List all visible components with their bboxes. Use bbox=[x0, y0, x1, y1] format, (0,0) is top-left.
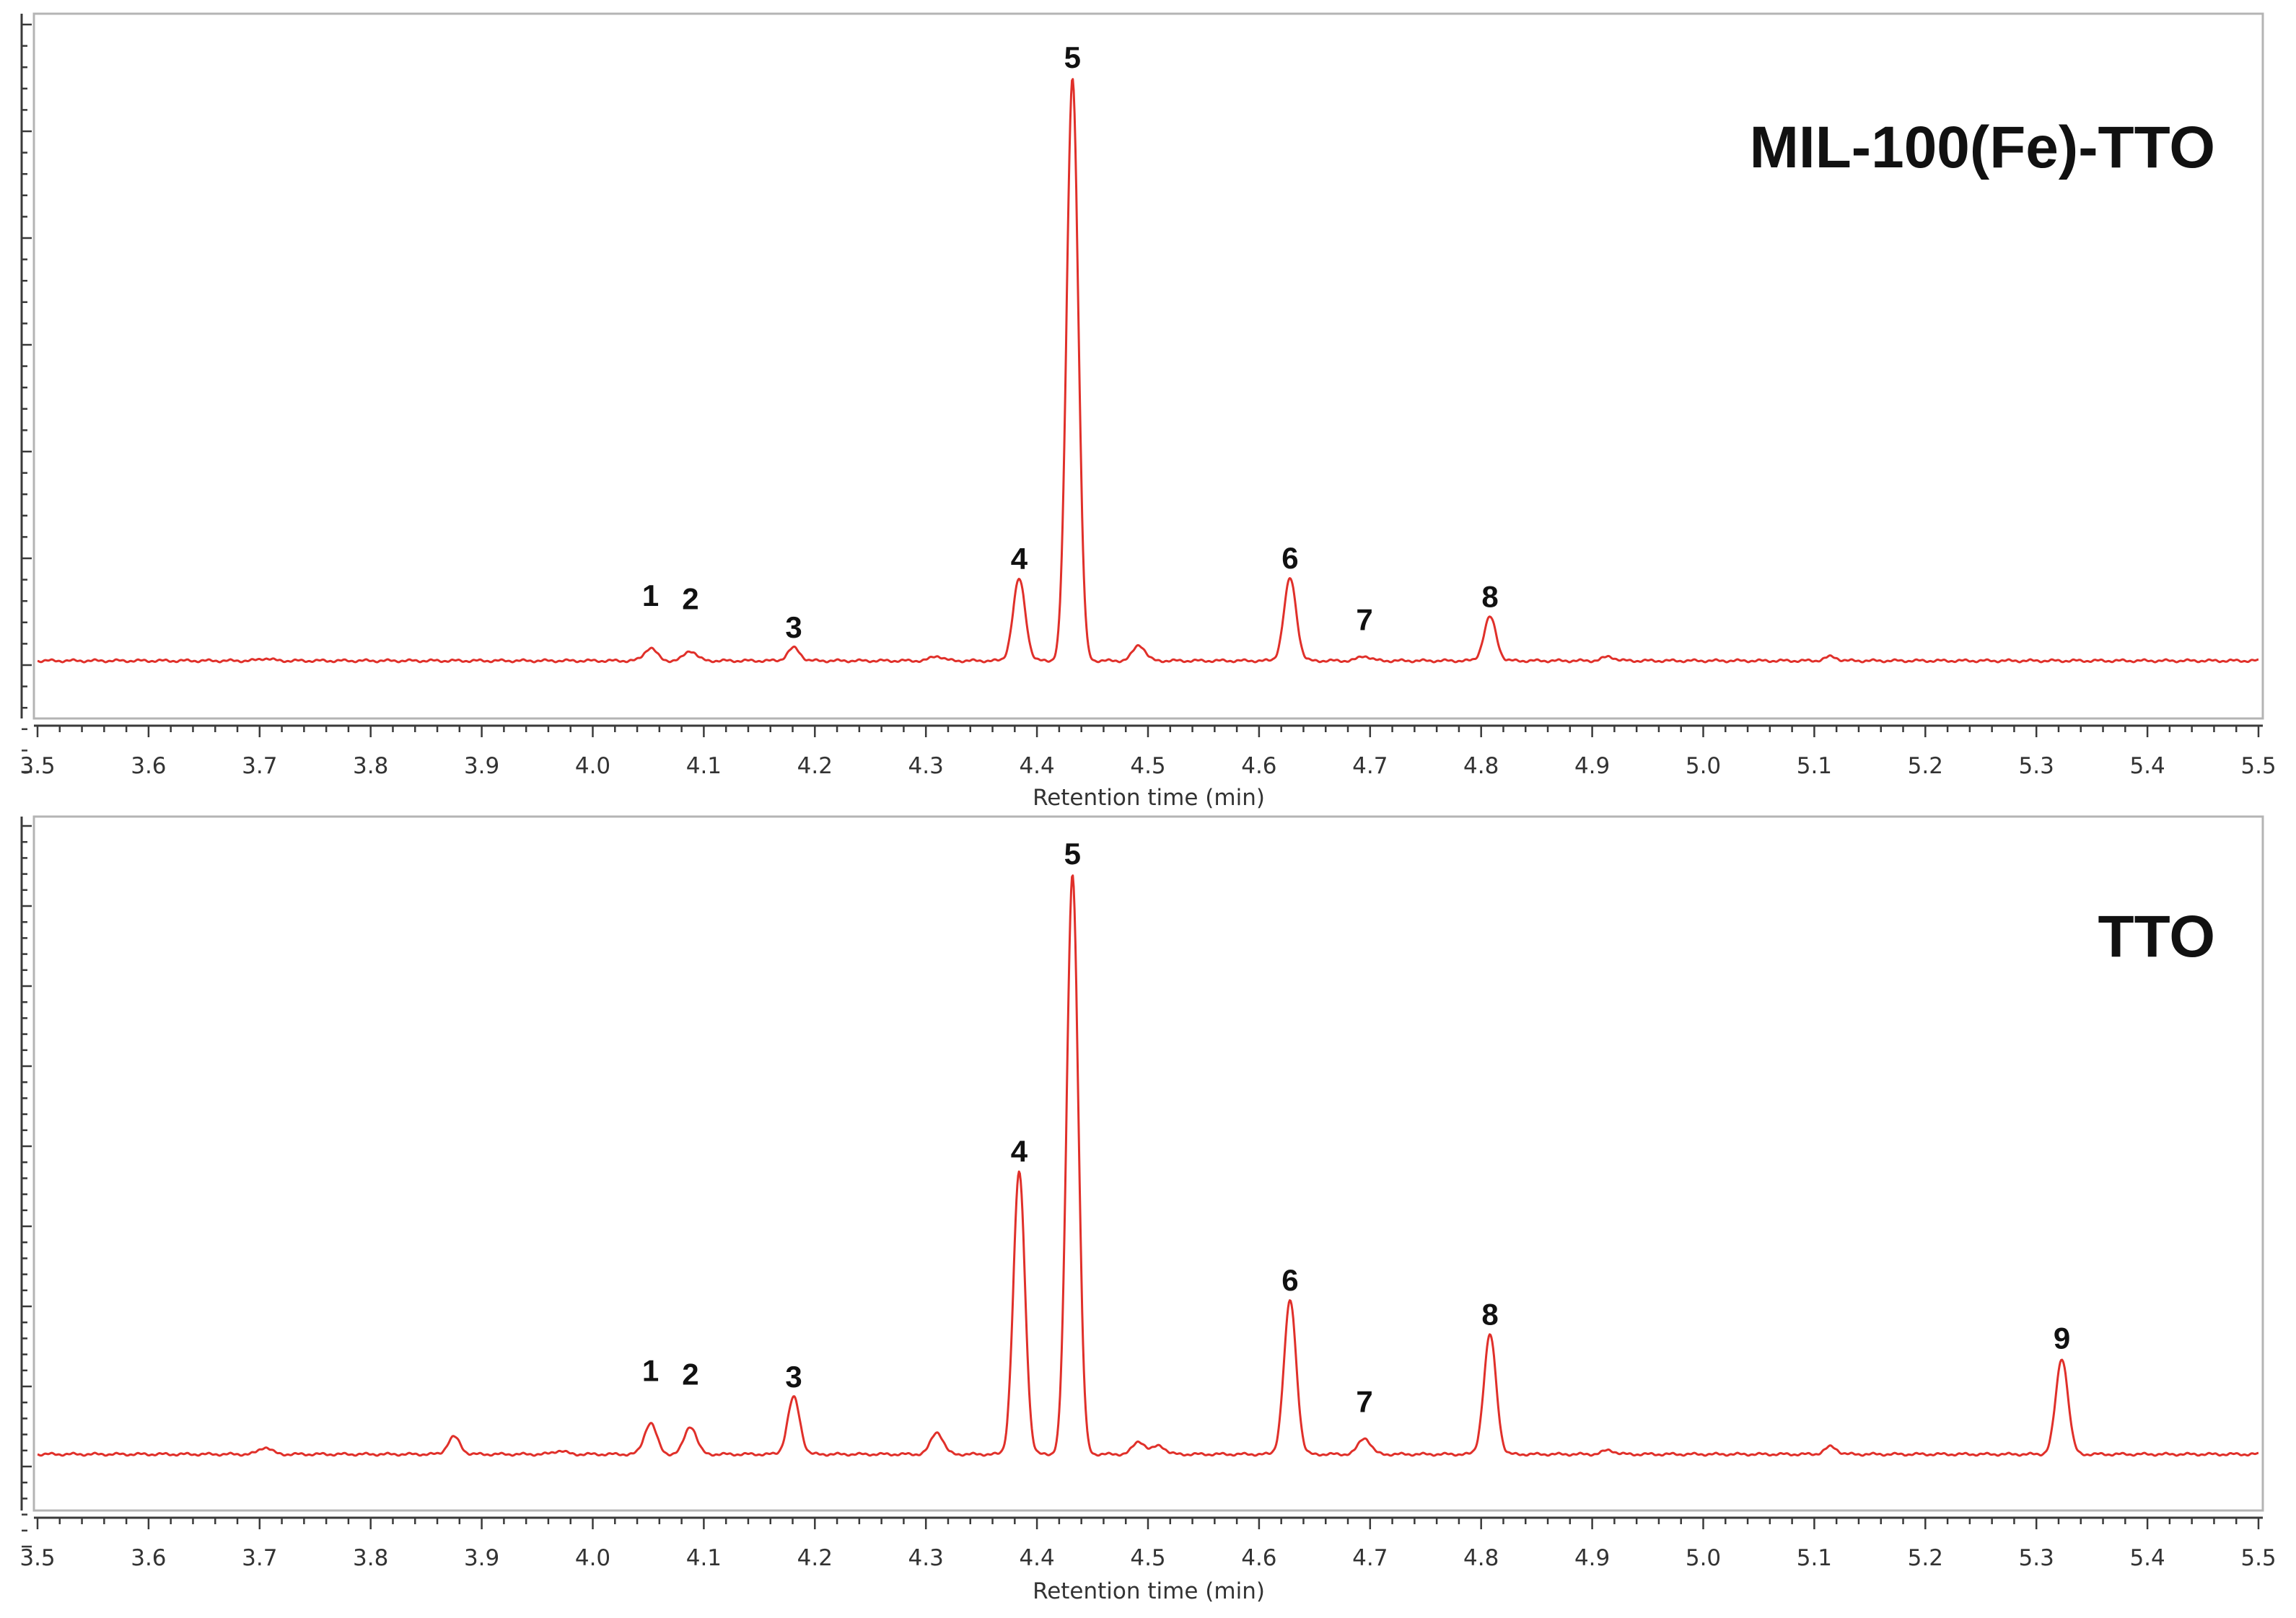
x-tick-label: 4.8 bbox=[1463, 753, 1499, 779]
plot-frame bbox=[32, 12, 2264, 720]
x-tick-label: 4.7 bbox=[1352, 1545, 1388, 1571]
peak-label-3: 3 bbox=[785, 610, 802, 644]
y-axis-ticks bbox=[22, 23, 32, 773]
x-tick-label: 5.4 bbox=[2129, 753, 2165, 779]
peak-label-8: 8 bbox=[1481, 579, 1498, 613]
x-axis-ticks bbox=[36, 726, 2260, 737]
x-tick-label: 3.9 bbox=[464, 1545, 499, 1571]
x-tick-label: 4.5 bbox=[1130, 1545, 1165, 1571]
x-tick-label: 3.6 bbox=[131, 753, 166, 779]
x-axis-ticks bbox=[36, 1518, 2260, 1529]
x-tick-label: 5.5 bbox=[2240, 1545, 2276, 1571]
x-tick-label: 3.5 bbox=[19, 753, 55, 779]
peak-label-6: 6 bbox=[1281, 1263, 1298, 1297]
x-tick-label: 4.9 bbox=[1574, 753, 1610, 779]
x-tick-label: 3.7 bbox=[242, 1545, 277, 1571]
x-tick-label: 5.1 bbox=[1797, 1545, 1832, 1571]
peak-label-2: 2 bbox=[682, 581, 698, 615]
x-tick-label: 4.0 bbox=[575, 753, 610, 779]
peak-label-4: 4 bbox=[1011, 1134, 1028, 1168]
x-tick-label: 4.0 bbox=[575, 1545, 610, 1571]
peak-label-4: 4 bbox=[1011, 542, 1028, 576]
x-tick-label: 4.3 bbox=[908, 753, 944, 779]
x-tick-label: 5.5 bbox=[2240, 753, 2276, 779]
x-tick-label: 4.7 bbox=[1352, 753, 1388, 779]
peak-label-7: 7 bbox=[1356, 603, 1372, 637]
x-tick-label: 5.2 bbox=[1908, 1545, 1943, 1571]
peak-label-2: 2 bbox=[682, 1357, 698, 1391]
x-tick-label: 4.1 bbox=[686, 753, 722, 779]
peak-label-1: 1 bbox=[642, 579, 659, 612]
x-tick-labels: 3.5 3.6 3.7 3.8 3.9 4.0 4.1 4.2 4.3 4.4 4.5 4.6 4.7 4… bbox=[19, 753, 2276, 779]
peak-labels: 1 2 3 4 5 6 7 8 bbox=[642, 40, 1499, 644]
x-tick-label: 4.8 bbox=[1463, 1545, 1499, 1571]
x-tick-label: 5.2 bbox=[1908, 753, 1943, 779]
x-tick-label: 4.4 bbox=[1019, 753, 1054, 779]
x-tick-label: 5.0 bbox=[1686, 753, 1721, 779]
peak-label-5: 5 bbox=[1064, 837, 1081, 871]
peak-label-3: 3 bbox=[785, 1360, 802, 1394]
x-tick-label: 3.8 bbox=[353, 1545, 388, 1571]
x-tick-label: 3.5 bbox=[19, 1545, 55, 1571]
x-tick-label: 5.1 bbox=[1797, 753, 1832, 779]
x-tick-label: 4.6 bbox=[1241, 1545, 1276, 1571]
peak-label-9: 9 bbox=[2054, 1321, 2070, 1355]
chromatogram-trace bbox=[37, 78, 2259, 664]
y-axis-ticks bbox=[22, 825, 32, 1548]
x-tick-label: 4.2 bbox=[797, 1545, 833, 1571]
x-tick-label: 3.6 bbox=[131, 1545, 166, 1571]
chromatogram-trace bbox=[37, 874, 2259, 1457]
x-tick-labels: 3.5 3.6 3.7 3.8 3.9 4.0 4.1 4.2 4.3 4.4 4.5 4.6 4.7 4… bbox=[19, 1545, 2276, 1571]
x-tick-label: 3.8 bbox=[353, 753, 388, 779]
x-tick-label: 4.9 bbox=[1574, 1545, 1610, 1571]
x-tick-label: 4.2 bbox=[797, 753, 833, 779]
peak-label-8: 8 bbox=[1481, 1297, 1498, 1331]
x-tick-label: 3.7 bbox=[242, 753, 277, 779]
x-tick-label: 5.4 bbox=[2129, 1545, 2165, 1571]
chart-panel-mil100-tto: 3.5 3.6 3.7 3.8 3.9 4.0 4.1 4.2 4.3 4.4 4.5 4.6 4.7 4… bbox=[19, 12, 2277, 811]
x-tick-label: 5.3 bbox=[2019, 1545, 2054, 1571]
peak-label-7: 7 bbox=[1356, 1384, 1372, 1418]
x-axis-label: Retention time (min) bbox=[1033, 785, 1265, 811]
plot-frame bbox=[32, 815, 2264, 1512]
x-tick-label: 4.3 bbox=[908, 1545, 944, 1571]
x-tick-label: 4.5 bbox=[1130, 753, 1165, 779]
panel-title: TTO bbox=[2098, 904, 2215, 970]
x-tick-label: 4.1 bbox=[686, 1545, 722, 1571]
x-tick-label: 3.9 bbox=[464, 753, 499, 779]
chart-panel-tto: 3.5 3.6 3.7 3.8 3.9 4.0 4.1 4.2 4.3 4.4 4.5 4.6 4.7 4… bbox=[19, 815, 2277, 1604]
x-axis-label: Retention time (min) bbox=[1033, 1578, 1265, 1604]
x-tick-label: 5.0 bbox=[1686, 1545, 1721, 1571]
peak-label-6: 6 bbox=[1281, 541, 1298, 575]
panel-title: MIL-100(Fe)-TTO bbox=[1750, 115, 2215, 180]
peak-labels: 1 2 3 4 5 6 7 8 9 bbox=[642, 837, 2070, 1418]
x-tick-label: 4.6 bbox=[1241, 753, 1276, 779]
x-tick-label: 5.3 bbox=[2019, 753, 2054, 779]
peak-label-5: 5 bbox=[1064, 40, 1081, 74]
peak-label-1: 1 bbox=[642, 1354, 659, 1388]
x-tick-label: 4.4 bbox=[1019, 1545, 1054, 1571]
